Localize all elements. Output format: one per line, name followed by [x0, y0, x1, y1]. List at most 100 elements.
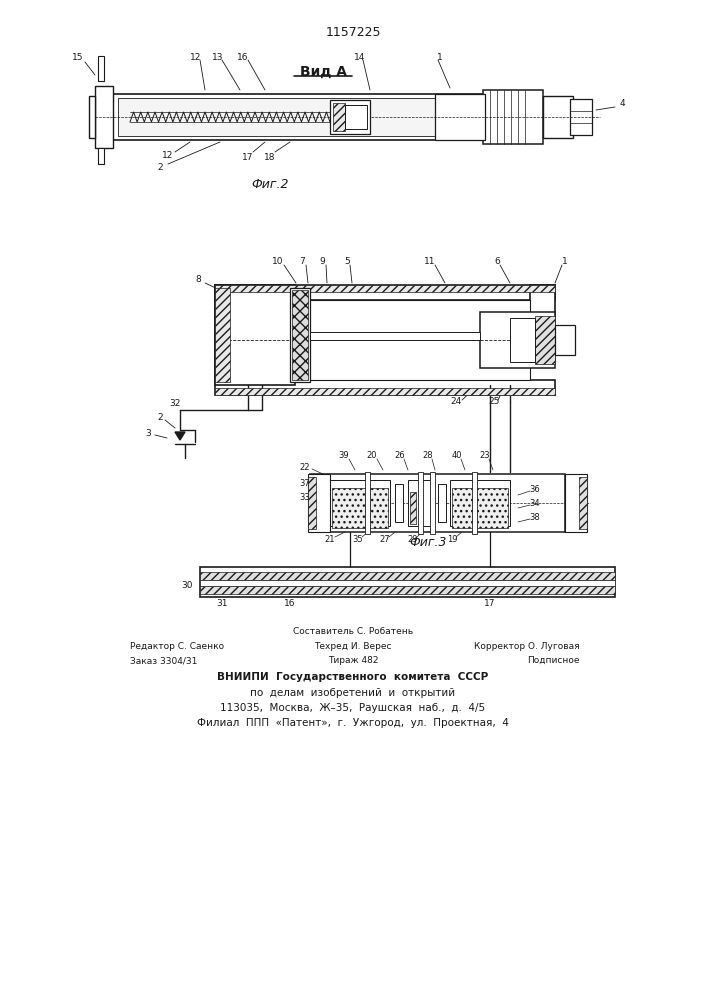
Bar [483, 90, 543, 144]
Text: 1: 1 [562, 257, 568, 266]
Bar [292, 290, 308, 380]
Bar [452, 488, 508, 528]
Bar [330, 100, 370, 134]
Bar [200, 586, 615, 594]
Bar [472, 472, 477, 534]
Bar [543, 96, 573, 138]
Text: 9: 9 [319, 257, 325, 266]
Bar [215, 288, 230, 382]
Text: 2: 2 [157, 414, 163, 422]
Text: Фиг.3: Фиг.3 [409, 536, 447, 550]
Bar [395, 484, 403, 522]
Text: 10: 10 [272, 257, 284, 266]
Bar [450, 480, 510, 526]
Text: по  делам  изобретений  и  открытий: по делам изобретений и открытий [250, 688, 455, 698]
Text: 14: 14 [354, 52, 366, 62]
Bar [98, 148, 104, 164]
Bar [310, 332, 480, 340]
Text: 29: 29 [408, 536, 419, 544]
Text: 40: 40 [452, 452, 462, 460]
Text: 5: 5 [344, 257, 350, 266]
Text: Техред И. Верес: Техред И. Верес [314, 642, 392, 651]
Text: 35: 35 [353, 536, 363, 544]
Text: 113035,  Москва,  Ж–35,  Раушская  наб.,  д.  4/5: 113035, Москва, Ж–35, Раушская наб., д. … [221, 703, 486, 713]
Text: 19: 19 [447, 536, 457, 544]
Text: Составитель С. Робатень: Составитель С. Робатень [293, 627, 413, 636]
Text: 32: 32 [169, 398, 181, 408]
Bar [215, 285, 555, 292]
Text: 12: 12 [163, 151, 174, 160]
Bar [200, 580, 615, 586]
Bar [435, 94, 485, 140]
Bar [410, 492, 416, 524]
Text: 16: 16 [238, 52, 249, 62]
Text: 15: 15 [72, 53, 83, 62]
Bar [215, 285, 295, 385]
Bar [215, 388, 555, 395]
Bar [200, 572, 615, 580]
Text: 28: 28 [423, 452, 433, 460]
Text: Заказ 3304/31: Заказ 3304/31 [130, 656, 197, 665]
Text: 31: 31 [216, 599, 228, 608]
Bar [333, 103, 345, 131]
Bar [113, 94, 483, 140]
Text: ВНИИПИ  Государственного  комитета  СССР: ВНИИПИ Государственного комитета СССР [217, 672, 489, 682]
Text: Редактор С. Саенко: Редактор С. Саенко [130, 642, 224, 651]
Bar [408, 480, 433, 526]
Polygon shape [175, 432, 185, 440]
Bar [480, 312, 555, 368]
Bar [230, 300, 530, 380]
Bar [570, 99, 592, 135]
Bar [200, 567, 615, 597]
Text: 7: 7 [299, 257, 305, 266]
Text: 12: 12 [190, 52, 201, 62]
Bar [95, 86, 113, 148]
Text: 3: 3 [145, 428, 151, 438]
Text: 17: 17 [243, 152, 254, 161]
Text: 25: 25 [489, 397, 500, 406]
Bar [438, 484, 446, 522]
Text: 36: 36 [530, 485, 540, 493]
Bar [330, 480, 390, 526]
Text: 27: 27 [380, 536, 390, 544]
Text: 22: 22 [300, 462, 310, 472]
Bar [430, 472, 435, 534]
Bar [555, 325, 575, 355]
Text: 4: 4 [619, 99, 625, 107]
Bar [215, 380, 555, 395]
Text: Подписное: Подписное [527, 656, 580, 665]
Text: 23: 23 [479, 452, 491, 460]
Text: 34: 34 [530, 498, 540, 508]
Text: Тираж 482: Тираж 482 [328, 656, 378, 665]
Text: 1157225: 1157225 [325, 25, 381, 38]
Text: 13: 13 [212, 52, 223, 62]
Bar [565, 474, 587, 532]
Text: 17: 17 [484, 599, 496, 608]
Text: 16: 16 [284, 599, 296, 608]
Text: Корректор О. Луговая: Корректор О. Луговая [474, 642, 580, 651]
Bar [308, 474, 330, 532]
Bar [535, 316, 555, 364]
Text: 2: 2 [157, 163, 163, 172]
Bar [98, 56, 104, 81]
Text: Вид А: Вид А [300, 65, 346, 79]
Bar [308, 477, 316, 529]
Bar [345, 105, 367, 129]
Text: 20: 20 [367, 452, 378, 460]
Text: Филиал  ППП  «Патент»,  г.  Ужгород,  ул.  Проектная,  4: Филиал ППП «Патент», г. Ужгород, ул. Про… [197, 718, 509, 728]
Bar [118, 98, 473, 136]
Bar [418, 472, 423, 534]
Text: 8: 8 [195, 275, 201, 284]
Bar [510, 318, 535, 362]
Text: 26: 26 [395, 452, 405, 460]
Text: 18: 18 [264, 152, 276, 161]
Text: 21: 21 [325, 536, 335, 544]
Text: 33: 33 [300, 492, 310, 502]
Bar [365, 472, 370, 534]
Text: 37: 37 [300, 479, 310, 488]
Bar [579, 477, 587, 529]
Bar [290, 288, 310, 382]
Text: 6: 6 [494, 257, 500, 266]
Bar [215, 285, 555, 300]
Bar [215, 285, 230, 380]
